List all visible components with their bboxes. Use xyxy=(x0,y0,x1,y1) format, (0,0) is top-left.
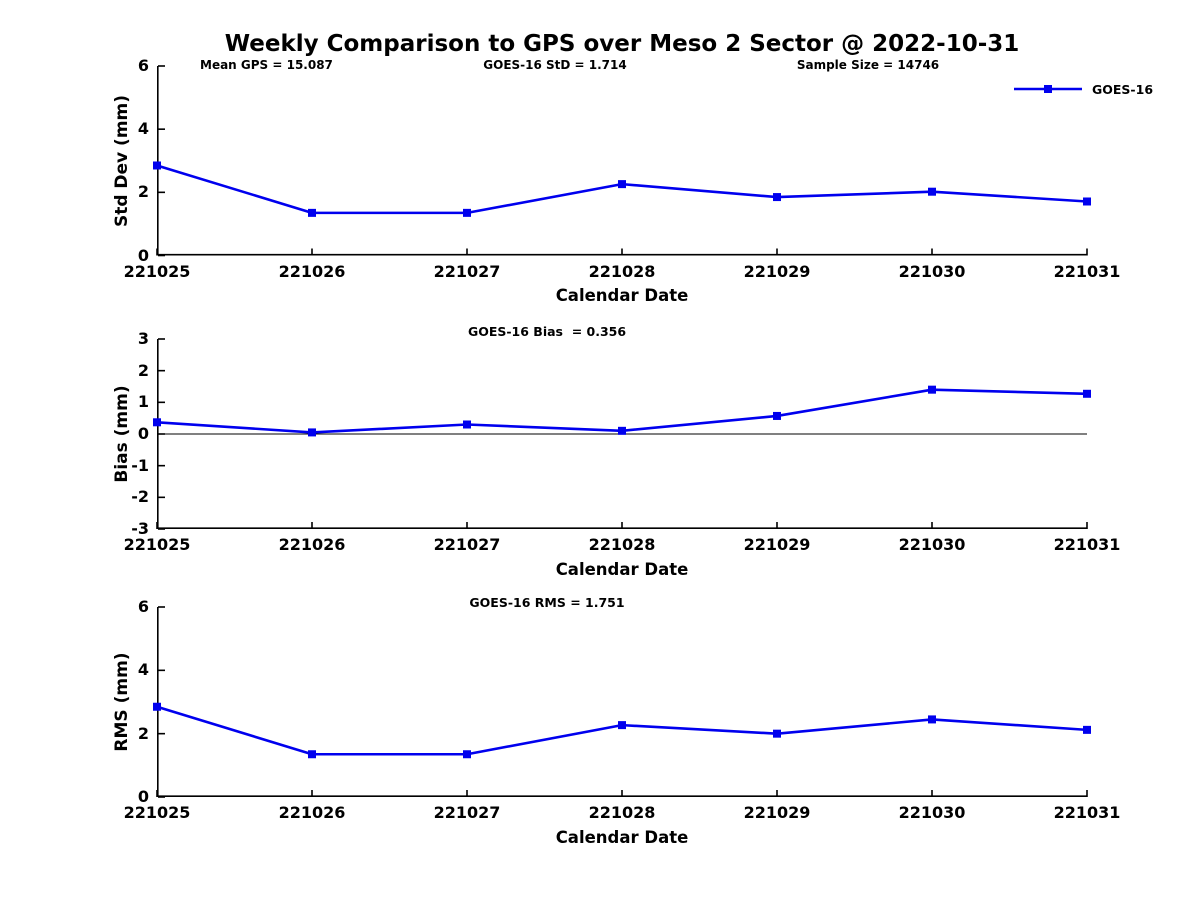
y-axis-label-rms: RMS (mm) xyxy=(112,652,132,752)
data-point xyxy=(773,193,781,202)
x-tick-label: 221031 xyxy=(1053,535,1121,554)
data-point xyxy=(928,385,936,394)
y-axis-label-std-dev: Std Dev (mm) xyxy=(112,94,132,228)
y-tick-label: 0 xyxy=(137,787,149,806)
data-point xyxy=(308,428,316,437)
x-tick-label: 221028 xyxy=(588,262,656,281)
x-tick-label: 221027 xyxy=(433,262,501,281)
data-point xyxy=(463,208,471,217)
x-tick-label: 221031 xyxy=(1053,803,1121,822)
y-tick-label: 0 xyxy=(137,424,149,443)
x-tick-label: 221030 xyxy=(898,803,966,822)
x-tick-label: 221027 xyxy=(433,803,501,822)
y-tick-label: -1 xyxy=(131,455,149,475)
bias-plot-area xyxy=(153,338,1091,530)
data-line xyxy=(156,705,1088,756)
data-point xyxy=(928,715,936,724)
annotation-goes16-bias: GOES-16 Bias = 0.356 xyxy=(467,324,627,339)
legend: GOES-16 xyxy=(1013,81,1153,97)
annotation-goes16-rms: GOES-16 RMS = 1.751 xyxy=(469,595,625,610)
data-point xyxy=(1083,197,1091,206)
data-point xyxy=(618,721,626,730)
x-tick-label: 221029 xyxy=(743,535,811,554)
data-point xyxy=(618,180,626,189)
y-tick-label: -2 xyxy=(131,487,149,507)
x-tick-label: 221030 xyxy=(898,535,966,554)
y-tick-label: 2 xyxy=(137,723,149,743)
y-tick-label: 1 xyxy=(137,392,149,412)
annotation-goes16-std: GOES-16 StD = 1.714 xyxy=(483,58,627,72)
x-tick-label: 221028 xyxy=(588,535,656,554)
y-tick-label: 2 xyxy=(137,360,149,380)
annotation-sample-size: Sample Size = 14746 xyxy=(796,58,940,72)
rms-plot-area xyxy=(153,606,1091,798)
y-tick-label: 2 xyxy=(137,182,149,202)
data-point xyxy=(463,420,471,429)
y-tick-label: 0 xyxy=(137,245,149,265)
data-line xyxy=(156,164,1088,215)
x-tick-label: 221028 xyxy=(588,803,656,822)
x-tick-label: 221029 xyxy=(743,262,811,281)
data-point xyxy=(308,750,316,759)
x-tick-label: 221026 xyxy=(278,262,346,281)
y-tick-label: 4 xyxy=(137,119,149,139)
x-axis-label-1: Calendar Date xyxy=(555,286,689,305)
x-tick-label: 221026 xyxy=(278,803,346,822)
data-point xyxy=(463,750,471,759)
x-tick-label: 221025 xyxy=(123,803,191,822)
chart-title: Weekly Comparison to GPS over Meso 2 Sec… xyxy=(224,31,1020,57)
x-tick-label: 221031 xyxy=(1053,262,1121,281)
data-point xyxy=(1083,725,1091,734)
x-axis-label-3: Calendar Date xyxy=(555,828,689,847)
data-point xyxy=(308,208,316,217)
data-point xyxy=(153,161,161,170)
x-tick-label: 221026 xyxy=(278,535,346,554)
y-tick-label: 3 xyxy=(137,329,149,348)
data-point xyxy=(153,418,161,427)
x-tick-label: 221027 xyxy=(433,535,501,554)
std-dev-plot-area xyxy=(153,65,1091,257)
data-point xyxy=(153,702,161,711)
x-tick-label: 221025 xyxy=(123,262,191,281)
legend-line-marker-icon xyxy=(1014,85,1082,93)
data-point xyxy=(1083,389,1091,398)
x-tick-label: 221025 xyxy=(123,535,191,554)
x-tick-label: 221030 xyxy=(898,262,966,281)
annotation-mean-gps: Mean GPS = 15.087 xyxy=(200,58,333,72)
y-tick-label: 6 xyxy=(137,56,149,75)
y-tick-label: 4 xyxy=(137,660,149,680)
x-axis-label-2: Calendar Date xyxy=(555,560,689,579)
x-tick-label: 221029 xyxy=(743,803,811,822)
data-line xyxy=(156,388,1088,434)
data-point xyxy=(618,426,626,435)
data-point xyxy=(773,411,781,420)
y-tick-label: 6 xyxy=(137,597,149,616)
data-point xyxy=(928,187,936,196)
data-point xyxy=(773,729,781,738)
y-tick-label: -3 xyxy=(131,519,149,538)
legend-label: GOES-16 xyxy=(1092,81,1154,97)
